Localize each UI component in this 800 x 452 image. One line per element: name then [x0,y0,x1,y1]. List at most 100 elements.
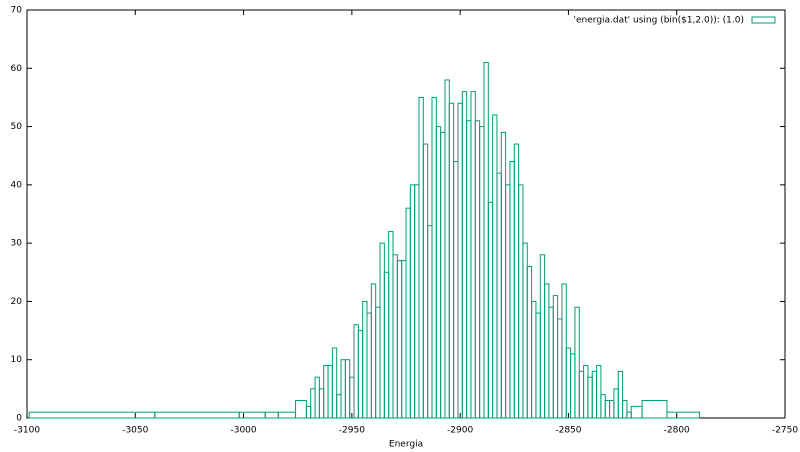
box [336,394,342,419]
box [483,61,489,419]
box [370,283,377,419]
box [362,300,368,419]
x-tick-label: -3100 [14,426,40,436]
box [641,400,668,419]
box [609,400,615,419]
box [392,254,398,419]
box [587,376,593,419]
box [552,295,559,419]
y-tick-label: 60 [11,64,23,74]
box [479,126,485,419]
y-tick-label: 10 [11,355,23,365]
box [565,347,572,419]
box [570,353,576,419]
x-tick-label: -2800 [664,426,690,436]
box [409,184,416,419]
box [500,131,507,419]
box [496,172,502,419]
box [383,271,390,419]
box [28,411,156,419]
y-tick-label: 40 [11,180,23,190]
box [405,207,411,419]
box [435,126,442,419]
y-tick-label: 30 [11,239,23,249]
y-tick-label: 70 [11,6,23,16]
box [470,91,476,419]
x-axis-label: Energia [389,440,423,450]
box [539,254,546,419]
box [349,376,355,419]
box [457,102,463,419]
box [388,230,394,419]
box [154,411,240,419]
box [444,79,450,419]
box [295,400,307,419]
box [522,242,528,419]
box [453,161,459,419]
box [604,400,611,419]
box [509,161,515,419]
box [431,96,437,419]
box [487,201,494,419]
box [357,330,364,419]
box [630,405,643,419]
box [548,306,554,419]
box [427,225,433,419]
x-tick-label: -2950 [339,426,365,436]
box [340,359,346,419]
box [344,359,351,419]
box [578,370,585,419]
box [331,347,338,419]
box [414,184,420,419]
box [448,102,455,419]
x-tick-label: -3000 [230,426,256,436]
y-tick-label: 0 [16,414,22,424]
box [596,365,602,419]
legend-sample [751,16,776,24]
box [535,312,541,419]
box [366,312,372,419]
box [305,405,312,419]
box [327,365,333,419]
box [544,283,550,419]
box [310,388,316,419]
box [591,370,598,419]
box [422,143,429,419]
x-tick-label: -2900 [447,426,473,436]
legend-label: 'energia.dat' using (bin($1,2.0)): (1.0) [574,16,744,26]
box [505,184,511,419]
box [557,318,563,419]
box [513,143,520,419]
box [440,131,446,419]
box [626,411,632,419]
box [583,365,589,419]
box [617,370,624,419]
box [531,300,537,419]
box [461,91,468,419]
box [375,306,381,419]
box [277,411,297,419]
box [466,120,472,419]
box [379,242,385,419]
box [323,365,329,419]
box [401,260,407,419]
box [561,283,567,419]
box [666,411,700,419]
x-tick-label: -2850 [555,426,581,436]
box [474,120,481,419]
box [318,388,325,419]
box [518,184,524,419]
box [526,265,533,419]
box [492,114,498,419]
box [574,306,580,419]
box [396,260,403,419]
box [264,411,279,419]
y-tick-label: 50 [11,122,23,132]
box [613,388,619,419]
x-tick-label: -2750 [772,426,798,436]
box [314,376,320,419]
y-tick-label: 20 [11,297,23,307]
x-tick-label: -3050 [122,426,148,436]
